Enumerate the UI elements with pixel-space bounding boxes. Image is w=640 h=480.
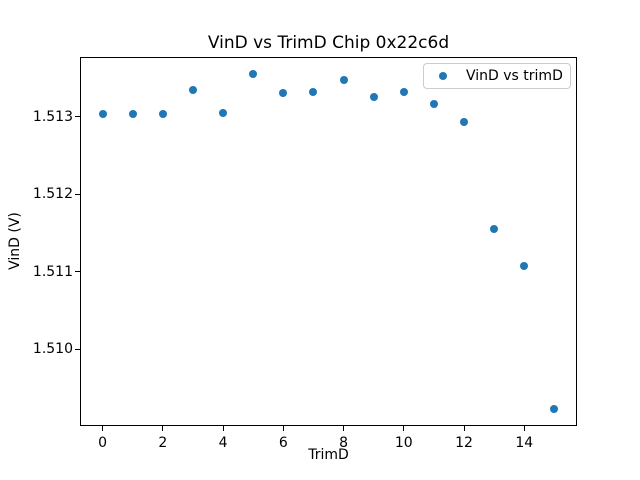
x-tick-mark [403,426,405,431]
scatter-point [279,88,288,97]
x-tick-label: 10 [394,435,413,451]
y-tick-mark [75,116,80,118]
x-tick-label: 14 [515,435,534,451]
y-tick-mark [75,193,80,195]
scatter-point [98,110,107,119]
x-tick-label: 0 [98,435,108,451]
y-tick-label: 1.511 [32,263,73,280]
x-tick-mark [523,426,525,431]
y-tick-label: 1.512 [32,186,73,203]
scatter-point [399,87,408,96]
scatter-point [188,86,197,95]
y-tick-mark [75,271,80,273]
scatter-point [158,110,167,119]
scatter-point [429,100,438,109]
legend-marker-icon [439,72,447,80]
scatter-point [369,93,378,102]
chart-title: VinD vs TrimD Chip 0x22c6d [207,33,450,53]
x-tick-mark [463,426,465,431]
legend-label: VinD vs trimD [466,68,563,84]
x-tick-label: 4 [218,435,228,451]
y-tick-mark [75,348,80,350]
x-tick-label: 12 [455,435,473,451]
plot-area [80,57,577,426]
scatter-point [249,70,258,79]
x-tick-mark [222,426,224,431]
x-tick-mark [282,426,284,431]
scatter-point [490,225,499,234]
scatter-point [219,108,228,117]
x-tick-mark [162,426,164,431]
x-axis-label: TrimD [308,447,349,463]
legend-box: VinD vs trimD [423,63,571,89]
scatter-point [460,118,469,127]
x-tick-label: 8 [339,435,348,451]
x-tick-mark [343,426,345,431]
scatter-point [550,404,559,413]
x-tick-label: 2 [158,435,168,451]
y-tick-label: 1.510 [32,341,73,358]
x-tick-mark [102,426,104,431]
scatter-point [520,261,529,270]
scatter-point [309,87,318,96]
scatter-point [339,76,348,85]
y-tick-label: 1.513 [32,108,73,125]
y-axis-label: VinD (V) [7,212,23,270]
x-tick-label: 6 [278,435,288,451]
scatter-point [128,110,137,119]
